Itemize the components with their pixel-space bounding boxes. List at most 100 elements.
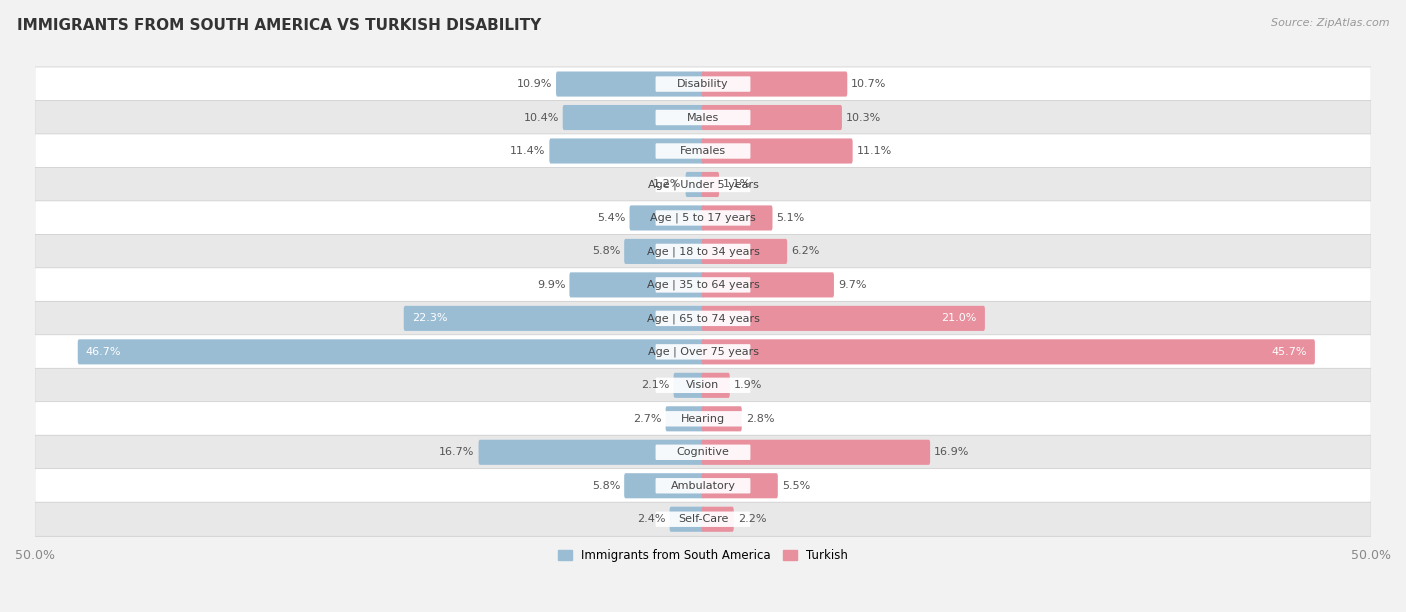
FancyBboxPatch shape xyxy=(702,172,718,197)
Text: 9.7%: 9.7% xyxy=(838,280,866,290)
FancyBboxPatch shape xyxy=(655,177,751,192)
FancyBboxPatch shape xyxy=(569,272,704,297)
FancyBboxPatch shape xyxy=(555,72,704,97)
Text: Age | Under 5 years: Age | Under 5 years xyxy=(648,179,758,190)
FancyBboxPatch shape xyxy=(35,435,1371,469)
FancyBboxPatch shape xyxy=(655,444,751,460)
FancyBboxPatch shape xyxy=(404,306,704,331)
FancyBboxPatch shape xyxy=(35,134,1371,168)
FancyBboxPatch shape xyxy=(702,339,1315,364)
FancyBboxPatch shape xyxy=(550,138,704,163)
FancyBboxPatch shape xyxy=(35,401,1371,436)
FancyBboxPatch shape xyxy=(702,206,772,231)
FancyBboxPatch shape xyxy=(77,339,704,364)
Legend: Immigrants from South America, Turkish: Immigrants from South America, Turkish xyxy=(553,544,853,567)
Text: 5.5%: 5.5% xyxy=(782,481,810,491)
FancyBboxPatch shape xyxy=(35,168,1371,201)
Text: Disability: Disability xyxy=(678,79,728,89)
FancyBboxPatch shape xyxy=(702,473,778,498)
Text: 6.2%: 6.2% xyxy=(792,247,820,256)
Text: Age | 18 to 34 years: Age | 18 to 34 years xyxy=(647,246,759,256)
Text: Cognitive: Cognitive xyxy=(676,447,730,457)
Text: Source: ZipAtlas.com: Source: ZipAtlas.com xyxy=(1271,18,1389,28)
Text: 10.7%: 10.7% xyxy=(851,79,887,89)
FancyBboxPatch shape xyxy=(35,502,1371,536)
FancyBboxPatch shape xyxy=(655,277,751,293)
FancyBboxPatch shape xyxy=(665,406,704,431)
FancyBboxPatch shape xyxy=(702,239,787,264)
Text: 1.2%: 1.2% xyxy=(654,179,682,190)
FancyBboxPatch shape xyxy=(35,335,1371,369)
FancyBboxPatch shape xyxy=(655,311,751,326)
Text: 46.7%: 46.7% xyxy=(86,347,121,357)
Text: 5.1%: 5.1% xyxy=(776,213,804,223)
FancyBboxPatch shape xyxy=(35,268,1371,302)
FancyBboxPatch shape xyxy=(702,105,842,130)
FancyBboxPatch shape xyxy=(655,478,751,493)
FancyBboxPatch shape xyxy=(702,507,734,532)
Text: Females: Females xyxy=(681,146,725,156)
Text: Hearing: Hearing xyxy=(681,414,725,424)
Text: Age | 5 to 17 years: Age | 5 to 17 years xyxy=(650,213,756,223)
Text: 2.8%: 2.8% xyxy=(745,414,775,424)
Text: 16.7%: 16.7% xyxy=(439,447,475,457)
FancyBboxPatch shape xyxy=(702,406,742,431)
FancyBboxPatch shape xyxy=(702,138,852,163)
Text: Males: Males xyxy=(688,113,718,122)
Text: 5.8%: 5.8% xyxy=(592,481,620,491)
Text: Age | Over 75 years: Age | Over 75 years xyxy=(648,346,758,357)
FancyBboxPatch shape xyxy=(35,201,1371,235)
Text: 5.4%: 5.4% xyxy=(598,213,626,223)
FancyBboxPatch shape xyxy=(35,368,1371,403)
Text: 11.4%: 11.4% xyxy=(510,146,546,156)
Text: Ambulatory: Ambulatory xyxy=(671,481,735,491)
FancyBboxPatch shape xyxy=(478,440,704,465)
FancyBboxPatch shape xyxy=(669,507,704,532)
FancyBboxPatch shape xyxy=(702,72,848,97)
FancyBboxPatch shape xyxy=(673,373,704,398)
Text: 45.7%: 45.7% xyxy=(1271,347,1306,357)
Text: 10.9%: 10.9% xyxy=(516,79,553,89)
Text: 1.1%: 1.1% xyxy=(723,179,751,190)
Text: 2.7%: 2.7% xyxy=(633,414,662,424)
FancyBboxPatch shape xyxy=(655,244,751,259)
FancyBboxPatch shape xyxy=(702,373,730,398)
FancyBboxPatch shape xyxy=(655,76,751,92)
FancyBboxPatch shape xyxy=(655,344,751,360)
FancyBboxPatch shape xyxy=(655,211,751,226)
FancyBboxPatch shape xyxy=(624,473,704,498)
FancyBboxPatch shape xyxy=(655,110,751,125)
FancyBboxPatch shape xyxy=(702,272,834,297)
Text: Age | 35 to 64 years: Age | 35 to 64 years xyxy=(647,280,759,290)
FancyBboxPatch shape xyxy=(702,440,931,465)
Text: 16.9%: 16.9% xyxy=(934,447,970,457)
Text: 22.3%: 22.3% xyxy=(412,313,447,323)
Text: Age | 65 to 74 years: Age | 65 to 74 years xyxy=(647,313,759,324)
FancyBboxPatch shape xyxy=(630,206,704,231)
Text: 2.2%: 2.2% xyxy=(738,514,766,524)
Text: 10.4%: 10.4% xyxy=(523,113,558,122)
FancyBboxPatch shape xyxy=(655,411,751,427)
Text: 2.4%: 2.4% xyxy=(637,514,665,524)
Text: IMMIGRANTS FROM SOUTH AMERICA VS TURKISH DISABILITY: IMMIGRANTS FROM SOUTH AMERICA VS TURKISH… xyxy=(17,18,541,34)
Text: 5.8%: 5.8% xyxy=(592,247,620,256)
FancyBboxPatch shape xyxy=(655,143,751,159)
FancyBboxPatch shape xyxy=(35,100,1371,135)
Text: 11.1%: 11.1% xyxy=(856,146,891,156)
Text: Self-Care: Self-Care xyxy=(678,514,728,524)
Text: 1.9%: 1.9% xyxy=(734,380,762,390)
FancyBboxPatch shape xyxy=(655,512,751,527)
Text: 10.3%: 10.3% xyxy=(846,113,882,122)
FancyBboxPatch shape xyxy=(35,67,1371,101)
FancyBboxPatch shape xyxy=(35,301,1371,335)
FancyBboxPatch shape xyxy=(655,378,751,393)
FancyBboxPatch shape xyxy=(562,105,704,130)
Text: 2.1%: 2.1% xyxy=(641,380,669,390)
FancyBboxPatch shape xyxy=(35,234,1371,269)
Text: 9.9%: 9.9% xyxy=(537,280,565,290)
Text: Vision: Vision xyxy=(686,380,720,390)
FancyBboxPatch shape xyxy=(35,469,1371,503)
FancyBboxPatch shape xyxy=(702,306,984,331)
Text: 21.0%: 21.0% xyxy=(942,313,977,323)
FancyBboxPatch shape xyxy=(624,239,704,264)
